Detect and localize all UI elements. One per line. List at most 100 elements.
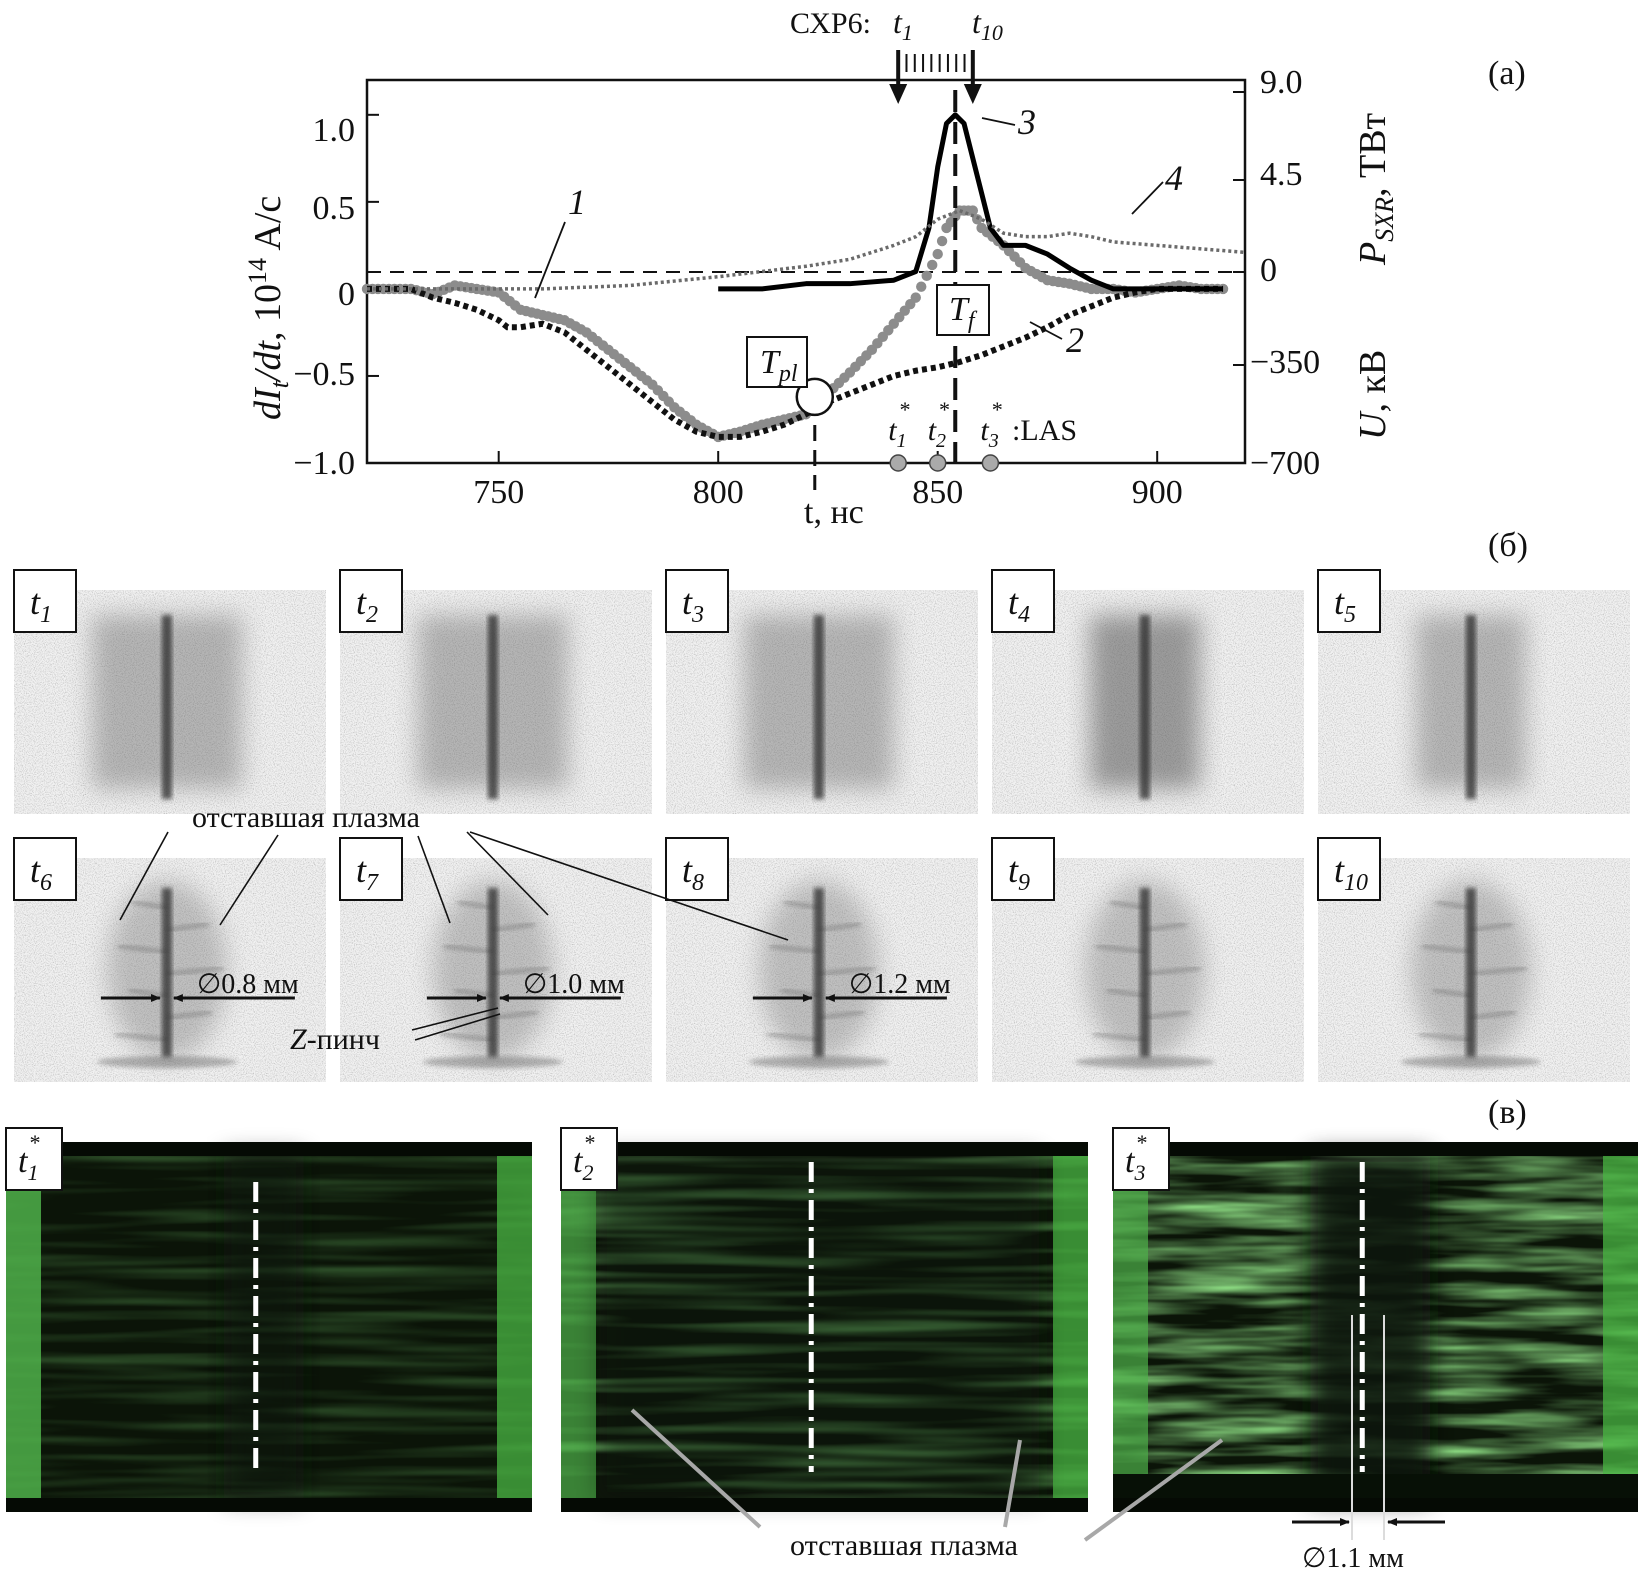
series-1-point	[910, 292, 921, 303]
svg-text:Tf: Tf	[949, 291, 978, 334]
svg-text:Tpl: Tpl	[760, 344, 798, 387]
frame-b-label: t4	[1008, 582, 1030, 628]
series-1-point	[967, 205, 979, 216]
svg-text:U, кВ: U, кВ	[1352, 350, 1394, 440]
frame-b-filament	[166, 922, 210, 932]
cxr-end: t	[972, 4, 982, 40]
las-suffix: :LAS	[1012, 414, 1077, 447]
zpinch-z: Z	[290, 1023, 307, 1056]
frame-b: t7 ∅1.0 мм	[339, 837, 652, 1082]
frame-b-label-box	[13, 569, 77, 633]
frame-b-filament	[1470, 922, 1514, 932]
zpinch-rest: -пинч	[307, 1023, 380, 1056]
frame-c-label: t3*	[1125, 1130, 1146, 1185]
frame-b-pinch-column	[1139, 888, 1150, 1057]
las-point	[928, 454, 947, 472]
frame-b-filament	[818, 922, 862, 932]
t-pl-label-box: Tpl	[746, 336, 808, 388]
frame-b-pinch-column	[1465, 615, 1476, 799]
frame-b-label-box	[665, 569, 729, 633]
frames-b: t1 t2 t3 t4 t5 t6 ∅0.8 мм t7 ∅1.0 мм t8 ∅1.2 мм t9 t…	[13, 569, 1630, 1082]
frame-b-filament	[1106, 988, 1146, 998]
frame-b-filament	[1435, 900, 1472, 910]
frame-b-label-box	[991, 837, 1055, 901]
frame-b-filament	[1109, 900, 1146, 910]
frame-b-diameter: ∅1.2 мм	[849, 969, 951, 1000]
frame-b-label: t3	[682, 582, 704, 628]
frame-b-filament	[457, 900, 494, 910]
dia-c-label: ∅1.1 мм	[1302, 1543, 1404, 1574]
frame-c: t2*	[560, 1127, 1088, 1512]
x-axis-label: t, нс	[804, 494, 864, 531]
frame-b-filament	[166, 966, 224, 976]
y-right-top-tick: 4.5	[1260, 156, 1303, 193]
frame-b-pinch-column	[813, 888, 824, 1057]
y-left-tick: 0.5	[313, 190, 356, 227]
frame-c-edge-right	[497, 1154, 532, 1500]
series-tag-1: 1	[568, 182, 586, 222]
frame-c-label-box	[560, 1127, 618, 1191]
frame-b: t3	[665, 569, 978, 814]
frame-b: t6 ∅0.8 мм	[13, 837, 326, 1082]
svg-text:t10: t10	[972, 4, 1003, 45]
frame-b-filament	[818, 966, 876, 976]
series-2-line	[367, 285, 1224, 440]
y-right-bottom-title: U, кВ	[1352, 350, 1394, 440]
frame-b-filament	[783, 900, 820, 910]
y-right-bottom-tick: −350	[1250, 344, 1320, 381]
svg-text:PSXR, ТВт: PSXR, ТВт	[1352, 112, 1399, 266]
las-annotation: t1* t2* t3* :LAS	[888, 397, 1077, 472]
las-time-label: t3*	[980, 397, 1001, 452]
frame-b: t5	[1317, 569, 1630, 814]
y-right-bottom-tick: −700	[1250, 445, 1320, 482]
frame-c-dark-channel	[223, 1154, 304, 1500]
frame-c-label: t1*	[18, 1130, 39, 1185]
las-time-label: t1*	[888, 397, 909, 452]
frame-c-edge-left	[561, 1154, 596, 1500]
frame-c: t3*	[1112, 1127, 1638, 1512]
frame-b-base	[1400, 1056, 1541, 1068]
y-right-top-title: PSXR, ТВт	[1352, 112, 1399, 266]
frame-b-pinch-column	[487, 888, 498, 1057]
frame-b: t2	[339, 569, 652, 814]
frame-c-label-box	[1112, 1127, 1170, 1191]
t-f-label: T	[949, 291, 970, 328]
series-1-point	[921, 270, 932, 282]
frame-b-filament	[1470, 1010, 1517, 1020]
frame-b-label: t1	[30, 582, 52, 628]
frame-b: t8 ∅1.2 мм	[665, 837, 978, 1082]
frame-b-pinch-column	[1139, 615, 1150, 799]
frame-b-filament	[440, 1032, 494, 1042]
panel-b: (б) t1 t2 t3 t4 t5 t6 ∅0.8 мм t7 ∅1.0 мм t8 ∅1.2 м…	[13, 527, 1630, 1082]
frame-c-edge-left	[6, 1154, 41, 1500]
frame-b-diameter: ∅1.0 мм	[523, 969, 625, 1000]
cxr-end-sub: 10	[981, 20, 1003, 45]
x-tick-labels: 750 800 850 900	[473, 474, 1182, 511]
cxr-arrow-head	[963, 84, 982, 104]
y-right-top-tick: 9.0	[1260, 64, 1303, 101]
frame-b-filament	[1095, 944, 1146, 954]
series-4-line	[367, 208, 1246, 291]
series-tag-3: 3	[1017, 102, 1036, 142]
t-f-sub: f	[968, 308, 978, 334]
frames-c: t1* t2* t3*	[5, 1127, 1638, 1512]
frame-b-label: t10	[1334, 850, 1368, 896]
series-1-point	[936, 235, 948, 247]
frame-b-base	[422, 1056, 563, 1068]
series-2	[367, 285, 1224, 440]
series-3-line	[718, 112, 1224, 292]
frame-b-base	[748, 1056, 889, 1068]
panel-b-annotations: отставшая плазма Z-пинч	[119, 801, 789, 1056]
frame-c-bottom-band	[6, 1498, 532, 1512]
frame-b-label-box	[339, 837, 403, 901]
series-1-point	[916, 281, 927, 292]
frame-c-top-band	[1113, 1142, 1638, 1156]
frame-b-filament	[443, 944, 494, 954]
frame-b-filament	[166, 1010, 213, 1020]
cxr-prefix: СХР6:	[790, 7, 871, 40]
frame-b-diameter: ∅0.8 мм	[197, 969, 299, 1000]
lagging-plasma-label-b: отставшая плазма	[192, 801, 420, 834]
dia-c-markers: ∅1.1 мм	[1292, 1315, 1445, 1574]
frame-b-filament	[1418, 1032, 1472, 1042]
